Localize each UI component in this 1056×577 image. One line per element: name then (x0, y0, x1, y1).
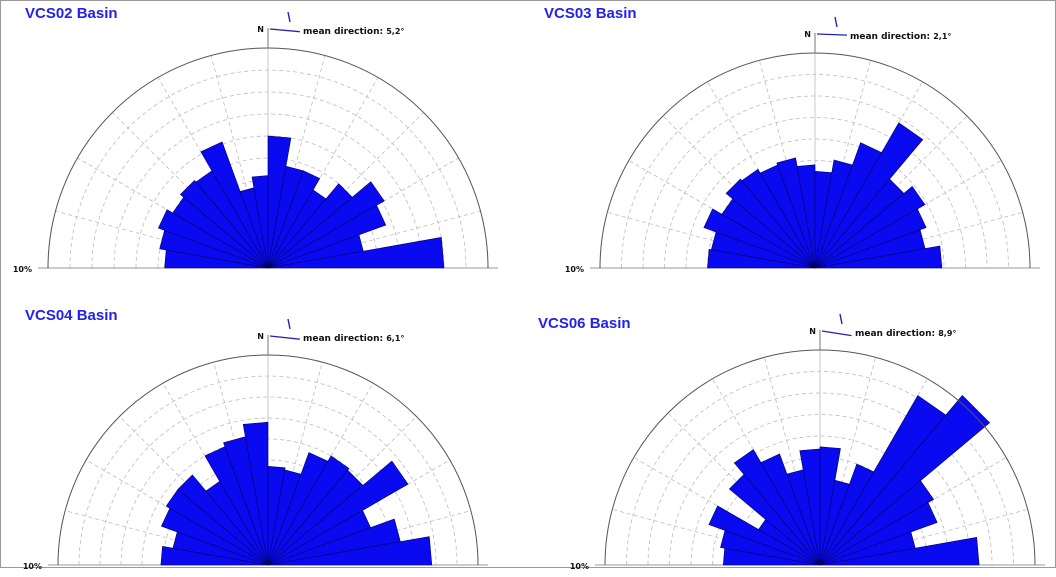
mean-direction-caption: mean direction: (855, 329, 938, 339)
grid-ring (664, 117, 966, 269)
scale-label: 10% (13, 265, 32, 274)
rose-petal (267, 536, 433, 566)
mean-direction-label: mean direction: 5,2° (303, 27, 404, 37)
scale-label: 10% (565, 265, 584, 274)
panel-title: VCS06 Basin (538, 315, 631, 332)
grid-ring (669, 414, 971, 566)
mean-direction-tick (834, 16, 838, 28)
grid-ring (99, 396, 437, 566)
petals (708, 394, 991, 566)
panel-title: VCS04 Basin (25, 307, 118, 324)
mean-direction-value: 8,9° (938, 329, 956, 338)
mean-direction-arrow (821, 330, 852, 337)
grid-ring (690, 435, 950, 566)
mean-direction-caption: mean direction: (850, 32, 933, 42)
north-label: N (809, 327, 816, 336)
grid-ring (135, 135, 401, 269)
scale-label: 10% (23, 562, 42, 571)
mean-direction-tick (287, 318, 291, 330)
scale-label: 10% (570, 562, 589, 571)
mean-direction-caption: mean direction: (303, 334, 386, 344)
rose-petal (267, 237, 445, 269)
mean-direction-value: 5,2° (386, 27, 404, 36)
grid-ring (642, 95, 988, 269)
grid-ring (647, 392, 993, 566)
mean-direction-arrow (269, 28, 300, 33)
outer-ring (57, 354, 479, 566)
mean-direction-label: mean direction: 2,1° (850, 32, 951, 42)
mean-direction-tick (839, 313, 843, 325)
mean-direction-label: mean direction: 6,1° (303, 334, 404, 344)
grid-ring (120, 417, 416, 566)
petals (703, 122, 943, 269)
mean-direction-value: 2,1° (933, 32, 951, 41)
petals (157, 135, 445, 269)
rose-petal (814, 245, 943, 269)
mean-direction-label: mean direction: 8,9° (855, 329, 956, 339)
panel-title: VCS02 Basin (25, 5, 118, 22)
petals (160, 421, 433, 566)
north-label: N (257, 25, 264, 34)
north-label: N (804, 30, 811, 39)
mean-direction-tick (287, 11, 291, 23)
grid-ring (685, 138, 945, 269)
north-label: N (257, 332, 264, 341)
mean-direction-arrow (269, 335, 300, 340)
mean-direction-caption: mean direction: (303, 27, 386, 37)
mean-direction-value: 6,1° (386, 334, 404, 343)
mean-direction-arrow (816, 33, 848, 36)
rose-petal (819, 537, 980, 566)
panel-title: VCS03 Basin (544, 5, 637, 22)
